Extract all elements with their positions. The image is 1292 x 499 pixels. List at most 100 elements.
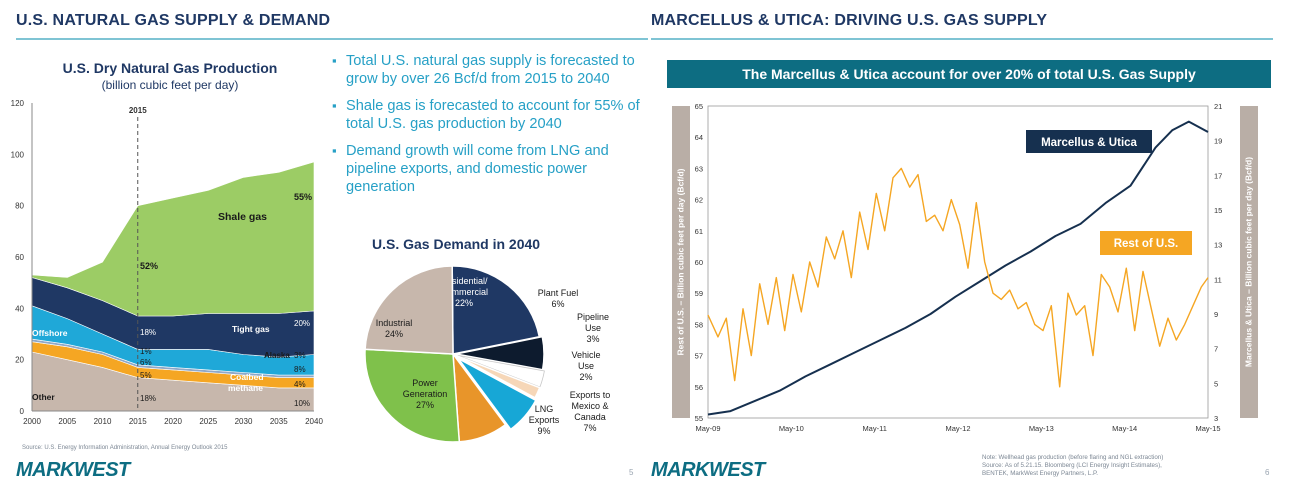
x-tick-label: 2035 [270, 417, 288, 426]
plot-frame [707, 105, 1209, 419]
x-tick-label: May-14 [1112, 424, 1137, 433]
right-tick-label: 13 [1214, 241, 1222, 250]
x-tick-label: May-15 [1195, 424, 1220, 433]
markwest-logo-right: MARKWEST [651, 459, 765, 481]
right-title-rule [651, 38, 1273, 40]
x-tick-label: 2020 [164, 417, 182, 426]
x-tick-label: 2005 [58, 417, 76, 426]
area-label-pct_2015_shale: 52% [140, 261, 158, 271]
pie-label: 27% [416, 400, 434, 410]
markwest-logo-left: MARKWEST [16, 459, 130, 481]
area-label-pct_2015_coalbed: 5% [140, 371, 152, 380]
area-label-coalbed: Coalbed [230, 372, 264, 382]
left-chart-subtitle: (billion cubic feet per day) [101, 78, 239, 92]
pie-label: Commercial [440, 287, 488, 297]
series-line-rest-of-u-s- [707, 167, 1209, 388]
right-slide-title: MARCELLUS & UTICA: DRIVING U.S. GAS SUPP… [651, 12, 1048, 29]
left-tick-label: 60 [695, 258, 703, 267]
area-label-pct_2015_offshore: 6% [140, 358, 152, 367]
bullet-demand-growth: Demand growth will come from LNG and pip… [332, 142, 642, 196]
left-tick-label: 56 [695, 383, 703, 392]
note-line: Source: As of 5.21.15. Bloomberg (LCI En… [982, 462, 1162, 469]
area-label-offshore: Offshore [32, 328, 68, 338]
pie-slice-vehicle-use [457, 355, 541, 399]
legend-marcellus-label: Marcellus & Utica [1041, 137, 1137, 149]
pie-label: 2% [579, 372, 592, 382]
note-line: Note: Wellhead gas production (before fl… [982, 454, 1164, 461]
pie-label: Use [585, 323, 601, 333]
right-tick-label: 15 [1214, 206, 1222, 215]
x-tick-label: 2015 [129, 417, 147, 426]
pie-label: LNG [535, 404, 554, 414]
y-tick-label: 100 [11, 150, 25, 159]
area-label-pct_2040_other: 10% [294, 399, 310, 408]
left-axis-band [672, 106, 690, 418]
area-shale-gas [31, 161, 315, 317]
pie-slice-exports-to-mexico-canada [457, 357, 537, 431]
left-tick-label: 62 [695, 196, 703, 205]
pie-label: Pipeline [577, 312, 609, 322]
left-tick-label: 63 [695, 164, 703, 173]
pie-label: Residential/ [440, 276, 488, 286]
pie-label: 24% [385, 329, 403, 339]
y-tick-label: 40 [15, 304, 24, 313]
y-tick-label: 60 [15, 253, 24, 262]
left-tick-label: 58 [695, 320, 703, 329]
area-label-pct_2015_other: 18% [140, 394, 156, 403]
area-label-shale_gas: Shale gas [218, 211, 267, 223]
right-tick-label: 3 [1214, 414, 1218, 423]
x-tick-label: May-09 [695, 424, 720, 433]
area-label-tight_gas: Tight gas [232, 324, 270, 334]
right-axis-band [1240, 106, 1258, 418]
right-tick-label: 5 [1214, 379, 1218, 388]
pie-label: Canada [574, 412, 606, 422]
right-tick-label: 11 [1214, 275, 1222, 284]
x-tick-label: May-12 [945, 424, 970, 433]
marcellus-line-chart: Rest of U.S. – Billion cubic feet per da… [672, 102, 1258, 433]
area-label-pct_2015_tight: 18% [140, 328, 156, 337]
right-page-number: 6 [1265, 468, 1270, 477]
pie-label: Power [412, 378, 438, 388]
x-tick-label: May-11 [862, 424, 886, 433]
pie-label: Mexico & [571, 401, 608, 411]
pie-slice-industrial [364, 265, 454, 355]
area-label-pct_2040_coalbed: 4% [294, 380, 306, 389]
pie-label: Exports to [570, 390, 611, 400]
left-tick-label: 55 [695, 414, 703, 423]
area-label-pct_2040_offshore: 8% [294, 365, 306, 374]
x-tick-label: 2000 [23, 417, 41, 426]
pie-label: 7% [583, 423, 596, 433]
legend-rest-label: Rest of U.S. [1114, 238, 1179, 250]
pie-label: Plant Fuel [538, 288, 579, 298]
series-line-marcellus-utica [707, 120, 1209, 416]
key-points-list: Total U.S. natural gas supply is forecas… [332, 52, 642, 205]
pie-label: 3% [586, 334, 599, 344]
pie-label: Generation [403, 389, 448, 399]
right-source-note: Note: Wellhead gas production (before fl… [982, 454, 1222, 478]
left-page-number: 5 [629, 468, 634, 477]
area-label-pct_2015_alaska: 1% [140, 347, 152, 356]
left-axis-title: Rest of U.S. – Billion cubic feet per da… [675, 168, 685, 355]
legend-marcellus-box [1026, 130, 1152, 153]
pie-label: Vehicle [571, 350, 600, 360]
area-label-pct_2040_tight: 20% [294, 319, 310, 328]
left-title-rule [16, 38, 648, 40]
bullet-shale-share: Shale gas is forecasted to account for 5… [332, 97, 642, 133]
left-tick-label: 57 [695, 352, 703, 361]
y-tick-label: 120 [11, 99, 25, 108]
legend-rest-box [1100, 231, 1192, 255]
pie-label: Use [578, 361, 594, 371]
marker-label: 2015 [129, 106, 147, 115]
area-label-pct_2040_shale: 55% [294, 192, 312, 202]
x-tick-label: 2010 [94, 417, 112, 426]
pie-slice-plant-fuel [455, 335, 545, 371]
x-tick-label: May-10 [779, 424, 804, 433]
x-tick-label: 2040 [305, 417, 323, 426]
left-slide-title: U.S. NATURAL GAS SUPPLY & DEMAND [16, 12, 331, 29]
left-tick-label: 61 [695, 227, 703, 236]
area-label-methane: methane [228, 383, 263, 393]
chart-banner: The Marcellus & Utica account for over 2… [667, 60, 1271, 88]
right-axis-title: Marcellus & Utica – Billion cubic feet p… [1243, 157, 1253, 367]
pie-slice-power-generation [364, 348, 461, 443]
